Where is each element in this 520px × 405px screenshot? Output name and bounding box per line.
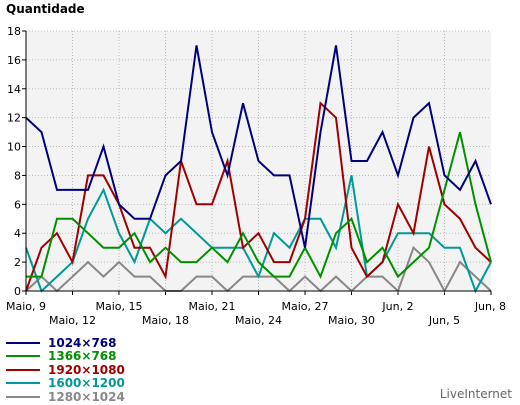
legend-item: 1280×1024 xyxy=(6,390,125,404)
x-tick-label: Maio, 18 xyxy=(142,314,189,327)
legend-swatch xyxy=(6,368,40,371)
legend-swatch xyxy=(6,382,40,385)
legend-label: 1024×768 xyxy=(48,335,117,350)
x-tick-label: Maio, 24 xyxy=(235,314,282,327)
y-tick-label: 14 xyxy=(7,83,21,96)
legend-label: 1920×1080 xyxy=(48,362,125,377)
legend-label: 1366×768 xyxy=(48,349,117,364)
y-tick-label: 4 xyxy=(14,227,21,240)
legend-swatch xyxy=(6,355,40,358)
x-axis-ticks: Maio, 9 Maio, 15 Maio, 21 Maio, 27 Jun, 2 Jun… xyxy=(6,291,506,327)
series-line xyxy=(25,101,492,292)
y-tick-label: 0 xyxy=(14,285,21,298)
legend-label: 1600×1200 xyxy=(48,376,125,391)
legend: 1024×768 1366×768 1920×1080 1600×1200 1280×1… xyxy=(6,336,125,404)
y-tick-label: 8 xyxy=(14,169,21,182)
legend-item: 1024×768 xyxy=(6,336,125,350)
series-line xyxy=(25,45,492,248)
legend-item: 1600×1200 xyxy=(6,376,125,391)
x-tick-label: Maio, 15 xyxy=(95,300,142,313)
series-lines xyxy=(25,45,492,294)
x-tick-label: Maio, 12 xyxy=(49,314,96,327)
y-tick-label: 12 xyxy=(7,112,21,125)
x-tick-label: Maio, 9 xyxy=(6,300,46,313)
series-line xyxy=(26,131,492,280)
x-tick-label: Maio, 27 xyxy=(281,300,328,313)
legend-item: 1366×768 xyxy=(6,349,125,364)
legend-swatch xyxy=(6,341,40,344)
x-tick-label: Jun, 8 xyxy=(474,300,506,313)
y-tick-label: 10 xyxy=(7,141,21,154)
legend-label: 1280×1024 xyxy=(48,389,125,404)
x-tick-label: Maio, 21 xyxy=(188,300,235,313)
y-tick-label: 6 xyxy=(14,198,21,211)
y-tick-label: 16 xyxy=(7,54,21,67)
y-axis-title: Quantidade xyxy=(6,2,85,16)
x-tick-label: Jun, 2 xyxy=(381,300,413,313)
y-axis-ticks: 0 2 4 6 8 10 12 14 16 18 xyxy=(7,25,26,298)
y-tick-label: 18 xyxy=(7,25,21,38)
x-tick-label: Maio, 30 xyxy=(328,314,375,327)
credit-text: LiveInternet xyxy=(439,387,512,401)
legend-item: 1920×1080 xyxy=(6,363,125,377)
legend-swatch xyxy=(6,395,40,398)
x-tick-label: Jun, 5 xyxy=(428,314,460,327)
y-tick-label: 2 xyxy=(14,256,21,269)
